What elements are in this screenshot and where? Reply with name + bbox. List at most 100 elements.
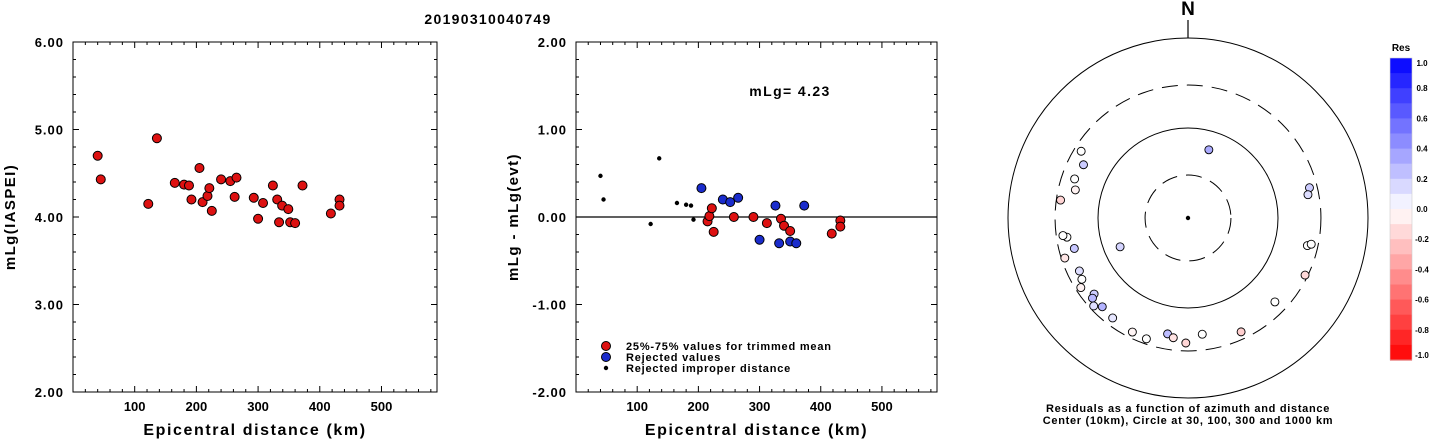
x-tick-label: 100 (124, 399, 146, 414)
colorbar-tick-label: 0.2 (1416, 175, 1428, 184)
station-residual-point (1077, 274, 1087, 284)
rejected-distance-point (598, 173, 603, 179)
polar-caption-line2: Center (10km), Circle at 30, 100, 300 an… (1043, 415, 1334, 427)
event-magnitude-annotation: mLg= 4.23 (749, 83, 830, 99)
distance-ring (1054, 84, 1322, 352)
station-mlg-point (231, 172, 242, 183)
station-mlg-point (258, 198, 269, 208)
colorbar-tick-label: 0.0 (1416, 205, 1428, 214)
station-mlg-point (297, 180, 308, 191)
x-tick-label: 500 (371, 399, 393, 414)
station-residual-point (1141, 334, 1151, 344)
colorbar-segment (1390, 224, 1412, 240)
station-residual-point (1303, 190, 1313, 200)
station-residual-point (1306, 239, 1316, 249)
colorbar-segment (1390, 118, 1412, 135)
station-residual-point (1300, 270, 1310, 280)
station-mlg-point (274, 217, 285, 228)
legend-label: Rejected values (626, 352, 721, 364)
rejected-value-point (774, 238, 785, 249)
rejected-distance-point (601, 197, 606, 202)
legend-marker (601, 341, 611, 351)
y-tick-label: 0.00 (538, 210, 567, 225)
y-axis-label: mLg - mLg(evt) (505, 153, 522, 281)
y-tick-label: 5.00 (35, 123, 64, 138)
trimmed-mean-point (826, 228, 837, 239)
colorbar-tick-label: -0.2 (1415, 235, 1429, 244)
rejected-distance-point (691, 217, 696, 222)
y-tick-label: 2.00 (538, 35, 567, 50)
station-mlg-point (151, 133, 162, 144)
x-tick-label: 400 (810, 399, 832, 414)
station-mlg-point (204, 183, 215, 194)
colorbar-segment (1390, 193, 1412, 210)
x-axis-label: Epicentral distance (km) (645, 422, 868, 439)
rejected-distance-point (688, 203, 694, 208)
rejected-distance-point (648, 221, 653, 227)
colorbar-tick-label: -0.6 (1415, 296, 1429, 305)
colorbar-segment (1390, 178, 1412, 195)
station-residual-point (1270, 297, 1280, 307)
distance-ring (1007, 37, 1369, 399)
colorbar-segment (1390, 329, 1412, 346)
station-mlg-point (253, 213, 264, 224)
distance-ring (1097, 127, 1279, 309)
trimmed-mean-point (728, 212, 739, 222)
station-mlg-point (186, 194, 197, 205)
trimmed-mean-point (785, 226, 796, 236)
north-label: N (1181, 0, 1195, 20)
station-residual-point (1108, 313, 1118, 323)
colorbar-segment (1390, 163, 1412, 180)
y-tick-label: -2.00 (532, 385, 567, 400)
trimmed-mean-point (761, 218, 772, 229)
station-residual-point (1070, 174, 1080, 184)
station-mlg-point (216, 174, 227, 185)
colorbar-segment (1390, 73, 1412, 89)
x-axis-label: Epicentral distance (km) (143, 422, 366, 439)
x-tick-label: 200 (688, 399, 710, 414)
legend-marker (601, 352, 611, 362)
distance-ring (1144, 174, 1232, 262)
y-tick-label: 3.00 (35, 298, 64, 313)
station-residual-point (1076, 146, 1086, 156)
rejected-distance-point (683, 202, 689, 207)
colorbar-segment (1390, 284, 1412, 301)
colorbar-segment (1390, 344, 1412, 361)
colorbar-segment (1390, 88, 1412, 104)
y-tick-label: -1.00 (532, 298, 567, 313)
rejected-value-point (725, 197, 736, 208)
trimmed-mean-point (708, 226, 719, 237)
colorbar-segment (1390, 239, 1412, 255)
station-mlg-point (143, 198, 154, 209)
colorbar-segment (1390, 209, 1412, 225)
legend-label: 25%-75% values for trimmed mean (626, 341, 832, 353)
station-mlg-point (95, 174, 106, 185)
azimuth-residual-polar-chart: N Residuals as a function of azimuth and … (1007, 0, 1369, 427)
rejected-value-point (696, 183, 707, 194)
colorbar-segment (1390, 314, 1412, 331)
station-residual-point (1097, 302, 1107, 312)
x-tick-label: 100 (626, 399, 648, 414)
colorbar-segment (1390, 133, 1412, 150)
station-residual-point (1058, 231, 1068, 241)
rejected-value-point (791, 238, 802, 249)
mlg-vs-distance-chart: 2.00 3.00 4.00 5.00 6.00 100 200 300 400 500 Epice… (2, 35, 438, 439)
x-tick-label: 400 (309, 399, 331, 414)
station-mlg-point (194, 163, 205, 173)
colorbar-tick-label: -0.4 (1415, 265, 1429, 274)
y-tick-label: 1.00 (538, 123, 567, 138)
station-residual-point (1236, 327, 1246, 337)
colorbar-tick-label: 0.6 (1416, 114, 1428, 123)
colorbar-frame (1389, 57, 1413, 361)
x-tick-label: 200 (186, 399, 208, 414)
station-mlg-point (267, 180, 278, 191)
rejected-value-point (770, 200, 781, 211)
colorbar-segment (1390, 269, 1412, 286)
station-mlg-point (183, 180, 194, 191)
station-mlg-point (283, 204, 294, 215)
station-residual-point (1079, 160, 1088, 170)
residual-colorbar: Res 1.0 0.8 0.6 0.4 0.2 0.0 -0.2 -0.4 -0.6 -0.8 -1.… (1389, 43, 1429, 361)
station-residual-point (1127, 327, 1137, 337)
colorbar-tick-label: -0.8 (1415, 326, 1429, 335)
